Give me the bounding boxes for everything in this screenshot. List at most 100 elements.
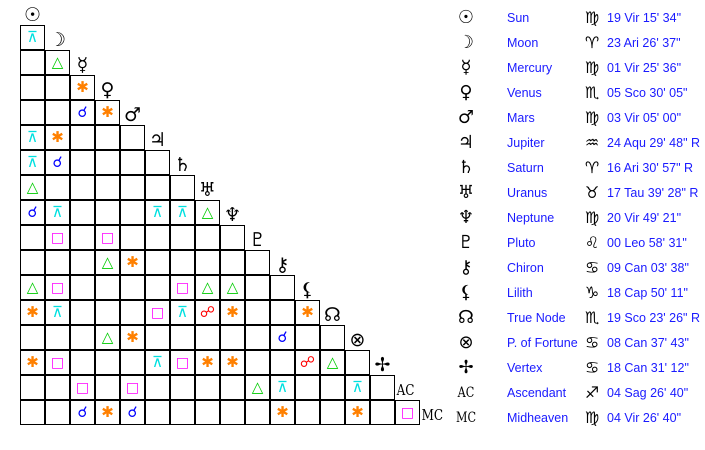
sextile-icon: ✱ [76,78,89,96]
jupiter-grid-label-icon: ♃ [148,129,167,151]
body-position[interactable]: 17 Tau 39' 28" R [607,185,699,200]
zodiac-sign-icon: ♏ [584,83,600,102]
body-position[interactable]: 24 Aqu 29' 48" R [607,135,701,150]
aspect-cell: ☌ [70,400,95,425]
body-position[interactable]: 04 Sag 26' 40" [607,385,689,400]
body-position[interactable]: 01 Vir 25' 36" [607,60,682,75]
body-name[interactable]: Moon [507,35,539,50]
lilith-grid-label-icon: ⚸ [300,279,315,301]
aspect-cell [70,250,95,275]
aspect-cell [70,275,95,300]
aspect-cell: ✱ [120,325,145,350]
body-position[interactable]: 09 Can 03' 38" [607,260,689,275]
body-name[interactable]: Venus [507,85,542,100]
aspect-cell [120,225,145,250]
zodiac-sign-icon: ♍ [584,108,600,127]
aspect-cell [145,150,170,175]
aspect-cell: ☌ [270,325,295,350]
aspect-cell: ✱ [270,400,295,425]
aspect-cell [345,350,370,375]
list-item-venus: ♀ Venus ♏ 05 Sco 30' 05" [452,80,705,105]
body-position[interactable]: 18 Cap 50' 11" [607,285,688,300]
body-name[interactable]: Lilith [507,285,533,300]
aspect-cell [70,150,95,175]
aspect-cell: □ [395,400,420,425]
aspect-cell [70,200,95,225]
trine-icon: △ [201,278,214,296]
body-position[interactable]: 19 Sco 23' 26" R [607,310,700,325]
body-name[interactable]: Chiron [507,260,544,275]
aspect-cell [20,100,45,125]
aspect-cell [20,375,45,400]
aspect-cell: ✱ [95,400,120,425]
zodiac-sign-icon: ♌ [584,233,600,252]
zodiac-sign-icon: ♑ [584,283,600,302]
aspect-cell: ✱ [345,400,370,425]
body-position[interactable]: 08 Can 37' 43" [607,335,689,350]
body-position[interactable]: 23 Ari 26' 37" [607,35,681,50]
sextile-icon: ✱ [226,303,239,321]
body-name[interactable]: Mars [507,110,535,125]
aspect-cell [270,275,295,300]
body-position[interactable]: 05 Sco 30' 05" [607,85,688,100]
aspect-cell [70,350,95,375]
body-position[interactable]: 18 Can 31' 12" [607,360,689,375]
aspect-cell: □ [120,375,145,400]
aspect-cell [95,350,120,375]
body-name[interactable]: Uranus [507,185,548,200]
body-name[interactable]: Sun [507,10,530,25]
aspect-cell [45,325,70,350]
sextile-icon: ✱ [301,303,314,321]
body-name[interactable]: P. of Fortune [507,335,578,350]
quincunx-icon: ⊼ [52,203,63,221]
aspect-cell [270,350,295,375]
aspect-cell: ⊼ [170,300,195,325]
sextile-icon: ✱ [201,353,214,371]
quincunx-icon: ⊼ [27,128,38,146]
aspect-cell [145,375,170,400]
aspect-cell [145,175,170,200]
body-name[interactable]: Mercury [507,60,553,75]
midheaven-grid-label-icon: MC [421,406,444,424]
conjunction-icon: ☌ [77,403,88,421]
true-node-grid-label-icon: ☊ [324,304,341,326]
zodiac-sign-icon: ♍ [584,58,600,77]
body-name[interactable]: Vertex [507,360,543,375]
body-name[interactable]: Pluto [507,235,536,250]
aspect-cell: ✱ [20,350,45,375]
body-position[interactable]: 00 Leo 58' 31" [607,235,687,250]
uranus-icon: ♅ [457,182,475,203]
list-item-true-node: ☊ True Node ♏ 19 Sco 23' 26" R [452,305,705,330]
aspect-cell [45,100,70,125]
body-name[interactable]: Jupiter [507,135,545,150]
aspect-cell [95,150,120,175]
aspect-cell [245,325,270,350]
aspect-cell [145,400,170,425]
aspect-cell: □ [45,225,70,250]
body-position[interactable]: 19 Vir 15' 34" [607,10,682,25]
list-item-moon: ☽ Moon ♈ 23 Ari 26' 37" [452,30,705,55]
body-position[interactable]: 03 Vir 05' 00" [607,110,682,125]
opposition-icon: ☍ [299,353,316,371]
body-name[interactable]: Midheaven [507,410,569,425]
square-icon: □ [400,404,415,421]
body-position[interactable]: 16 Ari 30' 57" R [607,160,694,175]
zodiac-sign-icon: ♐ [584,383,600,402]
body-name[interactable]: True Node [507,310,566,325]
square-icon: □ [50,279,65,296]
body-name[interactable]: Neptune [507,210,555,225]
square-icon: □ [175,279,190,296]
list-item-pluto: ♇ Pluto ♌ 00 Leo 58' 31" [452,230,705,255]
aspect-cell: ⊼ [170,200,195,225]
p-of-fortune-icon: ⊗ [458,332,474,353]
zodiac-sign-icon: ♋ [584,358,600,377]
body-name[interactable]: Saturn [507,160,544,175]
zodiac-sign-icon: ♏ [584,308,600,327]
p-of-fortune-grid-label-icon: ⊗ [349,329,366,351]
body-position[interactable]: 04 Vir 26' 40" [607,410,682,425]
square-icon: □ [150,304,165,321]
aspect-cell [170,375,195,400]
quincunx-icon: ⊼ [177,303,188,321]
body-name[interactable]: Ascendant [507,385,567,400]
body-position[interactable]: 20 Vir 49' 21" [607,210,682,225]
